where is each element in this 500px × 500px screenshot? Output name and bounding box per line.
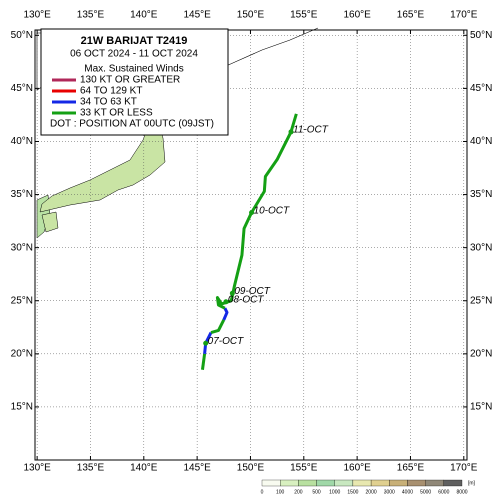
lon-label-top: 145°E [183, 10, 211, 21]
position-dot [249, 210, 255, 216]
colorbar-swatch [443, 479, 463, 487]
colorbar-swatch [334, 479, 354, 487]
legend-box [40, 28, 229, 136]
position-label: 10-OCT [254, 205, 290, 216]
colorbar-label: 6000 [438, 489, 449, 495]
colorbar-label: 2000 [366, 489, 377, 495]
colorbar-label: 0 [261, 489, 264, 495]
colorbar-swatch [370, 479, 390, 487]
lat-label-left: 25°N [11, 295, 33, 306]
colorbar-swatch [352, 479, 372, 487]
position-label: 09-OCT [234, 286, 270, 297]
colorbar-label: 500 [312, 489, 321, 495]
colorbar-swatch [316, 479, 335, 487]
position-dot [223, 299, 229, 305]
lat-label-right: 25°N [470, 295, 492, 306]
colorbar-label: 4000 [402, 489, 413, 495]
track-segment [210, 319, 226, 335]
lon-label-bottom: 170°E [450, 463, 478, 474]
lon-label-top: 155°E [290, 10, 318, 21]
colorbar-label: 8000 [456, 489, 467, 495]
position-dot [288, 129, 294, 135]
lon-label-top: 140°E [130, 10, 158, 21]
lon-label-top: 170°E [450, 10, 478, 21]
lon-label-bottom: 165°E [397, 463, 425, 474]
colorbar-swatch [389, 479, 408, 487]
colorbar-label: 5000 [420, 489, 431, 495]
lat-label-left: 45°N [11, 83, 33, 94]
lon-label-top: 135°E [77, 10, 105, 21]
lon-label-bottom: 160°E [343, 463, 371, 474]
lat-label-right: 30°N [470, 242, 492, 253]
colorbar-label: 1000 [329, 489, 340, 495]
colorbar-label: 100 [276, 489, 285, 495]
colorbar: 0 100 200 500 1000 1500 2000 3000 4000 5000 6000 80… [261, 479, 476, 495]
lat-label-right: 20°N [470, 348, 492, 359]
legend-period: 06 OCT 2024 - 11 OCT 2024 [70, 49, 198, 60]
map-frame [34, 29, 468, 461]
lon-label-top: 160°E [343, 10, 371, 21]
lon-label-top: 130°E [23, 10, 51, 21]
lat-label-left: 20°N [11, 348, 33, 359]
legend-label: 130 KT OR GREATER [80, 75, 180, 86]
colorbar-swatch [407, 479, 426, 487]
legend: 21W BARIJAT T2419 06 OCT 2024 - 11 OCT 2… [40, 28, 229, 136]
lat-label-left: 30°N [11, 242, 33, 253]
lat-label-right: 50°N [470, 30, 492, 41]
lat-label-right: 15°N [470, 402, 492, 413]
position-dot [229, 290, 235, 296]
lat-label-right: 40°N [470, 136, 492, 147]
colorbar-swatch [261, 479, 281, 487]
track-segment [222, 307, 229, 321]
lat-label-left: 40°N [11, 136, 33, 147]
track-segment [215, 113, 298, 310]
legend-label: 64 TO 129 KT [80, 86, 142, 97]
lon-label-bottom: 155°E [290, 463, 318, 474]
position-label: 08-OCT [228, 294, 264, 305]
legend-heading: Max. Sustained Winds [84, 64, 184, 75]
position-label: 11-OCT [293, 125, 329, 136]
position-label: 07-OCT [208, 336, 244, 347]
lon-label-bottom: 140°E [130, 463, 158, 474]
track-segment [200, 353, 207, 370]
lon-label-bottom: 130°E [23, 463, 51, 474]
lon-label-bottom: 135°E [77, 463, 105, 474]
legend-label: 34 TO 63 KT [80, 97, 137, 108]
lon-label-bottom: 150°E [237, 463, 265, 474]
lat-label-left: 15°N [11, 402, 33, 413]
lat-label-left: 50°N [11, 30, 33, 41]
lon-label-top: 150°E [237, 10, 265, 21]
legend-title: 21W BARIJAT T2419 [81, 35, 188, 47]
colorbar-unit: [m] [468, 480, 476, 486]
colorbar-label: 3000 [384, 489, 395, 495]
lat-label-right: 35°N [470, 189, 492, 200]
lon-label-bottom: 145°E [183, 463, 211, 474]
colorbar-swatch [280, 479, 299, 487]
legend-label: 33 KT OR LESS [80, 108, 153, 119]
colorbar-swatch [298, 479, 317, 487]
colorbar-label: 1500 [347, 489, 358, 495]
position-dot [203, 340, 209, 346]
lat-label-right: 45°N [470, 83, 492, 94]
lat-label-left: 35°N [11, 189, 33, 200]
legend-note: DOT : POSITION AT 00UTC (09JST) [50, 119, 214, 130]
colorbar-swatch [425, 479, 444, 487]
lon-label-top: 165°E [397, 10, 425, 21]
colorbar-label: 200 [294, 489, 303, 495]
kyushu [41, 211, 59, 233]
